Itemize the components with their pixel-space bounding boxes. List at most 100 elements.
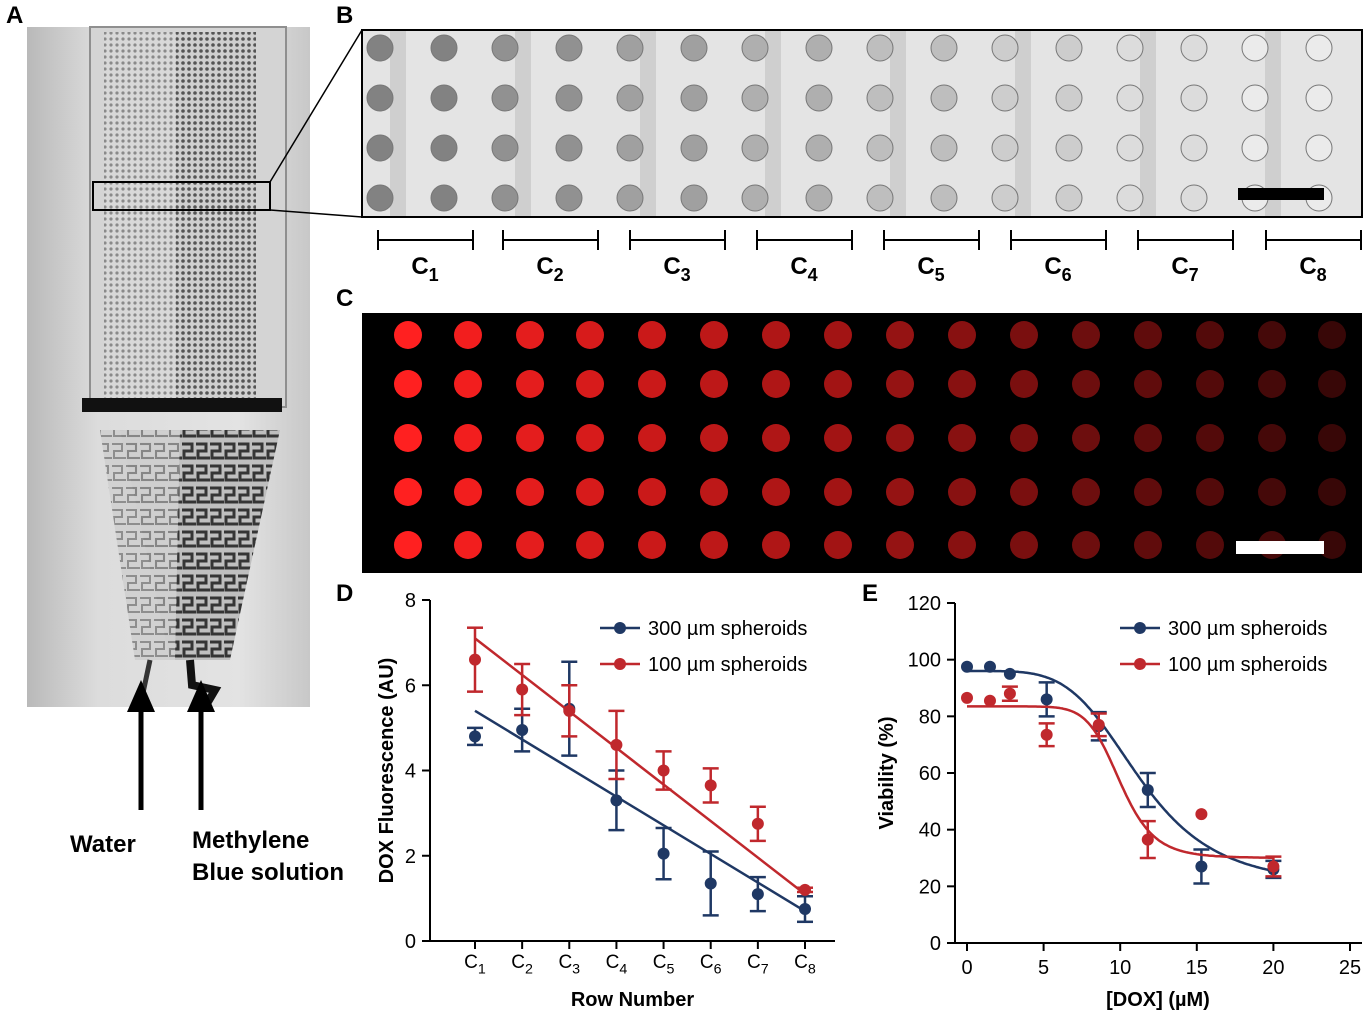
- data-point: [751, 817, 764, 830]
- spheroid-signal: [1010, 321, 1038, 349]
- channel-stripe: [515, 31, 531, 216]
- channel-stripe: [1265, 31, 1281, 216]
- spheroid-signal: [1072, 478, 1100, 506]
- spheroid-signal: [700, 321, 728, 349]
- spheroid-signal: [886, 370, 914, 398]
- x-tick-label: 10: [1109, 957, 1131, 979]
- spheroid-well: [741, 84, 769, 112]
- x-axis-title: Row Number: [571, 989, 695, 1011]
- data-point: [751, 888, 764, 901]
- blue-solution-label: Blue solution: [192, 859, 344, 886]
- spheroid-well: [805, 34, 833, 62]
- fit-line: [474, 637, 806, 896]
- panel-d-label: D: [336, 580, 354, 607]
- data-point: [1267, 860, 1280, 873]
- data-point: [610, 794, 623, 807]
- spheroid-well: [991, 34, 1019, 62]
- spheroid-signal: [762, 321, 790, 349]
- methylene-label: Methylene: [192, 827, 310, 854]
- column-label: C4: [790, 253, 817, 285]
- spheroid-well: [555, 34, 583, 62]
- spheroid-well: [930, 134, 958, 162]
- spheroid-well: [866, 134, 894, 162]
- spheroid-signal: [394, 531, 422, 559]
- spheroid-signal: [762, 424, 790, 452]
- spheroid-well: [680, 184, 708, 212]
- spheroid-signal: [638, 424, 666, 452]
- spheroid-well: [741, 184, 769, 212]
- spheroid-signal: [1196, 424, 1224, 452]
- spheroid-well: [991, 184, 1019, 212]
- spheroid-well: [1180, 34, 1208, 62]
- spheroid-signal: [576, 478, 604, 506]
- spheroid-well: [1055, 184, 1083, 212]
- spheroid-signal: [948, 370, 976, 398]
- spheroid-signal: [576, 424, 604, 452]
- spheroid-well: [1116, 34, 1144, 62]
- spheroid-signal: [948, 478, 976, 506]
- legend-label: 100 µm spheroids: [1168, 654, 1327, 676]
- column-label: C5: [917, 253, 944, 285]
- channel-stripe: [1015, 31, 1031, 216]
- spheroid-well: [930, 34, 958, 62]
- data-point: [563, 704, 576, 717]
- spheroid-signal: [1072, 370, 1100, 398]
- spheroid-well: [366, 134, 394, 162]
- data-point: [1040, 693, 1053, 706]
- data-point: [516, 683, 529, 696]
- y-tick-label: 100: [908, 650, 941, 672]
- spheroid-signal: [1072, 424, 1100, 452]
- x-tick-label: 20: [1262, 957, 1284, 979]
- spheroid-signal: [454, 370, 482, 398]
- data-point: [799, 883, 811, 896]
- spheroid-signal: [1196, 478, 1224, 506]
- spheroid-signal: [1258, 424, 1286, 452]
- y-tick-label: 4: [405, 761, 416, 783]
- spheroid-well: [491, 134, 519, 162]
- spheroid-well: [1116, 134, 1144, 162]
- spheroid-signal: [1134, 531, 1162, 559]
- spheroid-signal: [824, 424, 852, 452]
- spheroid-signal: [824, 370, 852, 398]
- y-tick-label: 80: [919, 706, 941, 728]
- spheroid-well: [555, 84, 583, 112]
- spheroid-signal: [394, 321, 422, 349]
- data-point: [1003, 667, 1016, 680]
- spheroid-signal: [1134, 478, 1162, 506]
- spheroid-signal: [576, 370, 604, 398]
- data-point: [1195, 860, 1208, 873]
- x-tick-label: 15: [1186, 957, 1208, 979]
- spheroid-signal: [700, 424, 728, 452]
- x-axis-title: [DOX] (µM): [1106, 989, 1210, 1011]
- spheroid-signal: [1010, 531, 1038, 559]
- spheroid-signal: [1196, 321, 1224, 349]
- spheroid-signal: [1258, 478, 1286, 506]
- spheroid-well: [991, 84, 1019, 112]
- spheroid-well: [805, 134, 833, 162]
- data-point: [961, 691, 973, 704]
- spheroid-well: [1055, 84, 1083, 112]
- y-tick-label: 0: [405, 931, 416, 953]
- channel-stripe: [890, 31, 906, 216]
- y-tick-label: 40: [919, 820, 941, 842]
- spheroid-well: [866, 84, 894, 112]
- spheroid-signal: [886, 424, 914, 452]
- spheroid-signal: [886, 321, 914, 349]
- data-point: [1141, 833, 1154, 846]
- spheroid-signal: [1258, 321, 1286, 349]
- data-point: [704, 877, 717, 890]
- scale-bar: [1236, 541, 1324, 554]
- panel-b-label: B: [336, 2, 354, 29]
- x-tick-label: 5: [1038, 957, 1049, 979]
- spheroid-signal: [824, 531, 852, 559]
- spheroid-signal: [1010, 478, 1038, 506]
- spheroid-well: [805, 184, 833, 212]
- spheroid-well: [491, 34, 519, 62]
- x-tick-label: C6: [700, 952, 722, 978]
- spheroid-well: [1305, 34, 1333, 62]
- spheroid-signal: [1258, 370, 1286, 398]
- spheroid-signal: [762, 370, 790, 398]
- data-point: [961, 660, 973, 673]
- spheroid-signal: [1318, 370, 1346, 398]
